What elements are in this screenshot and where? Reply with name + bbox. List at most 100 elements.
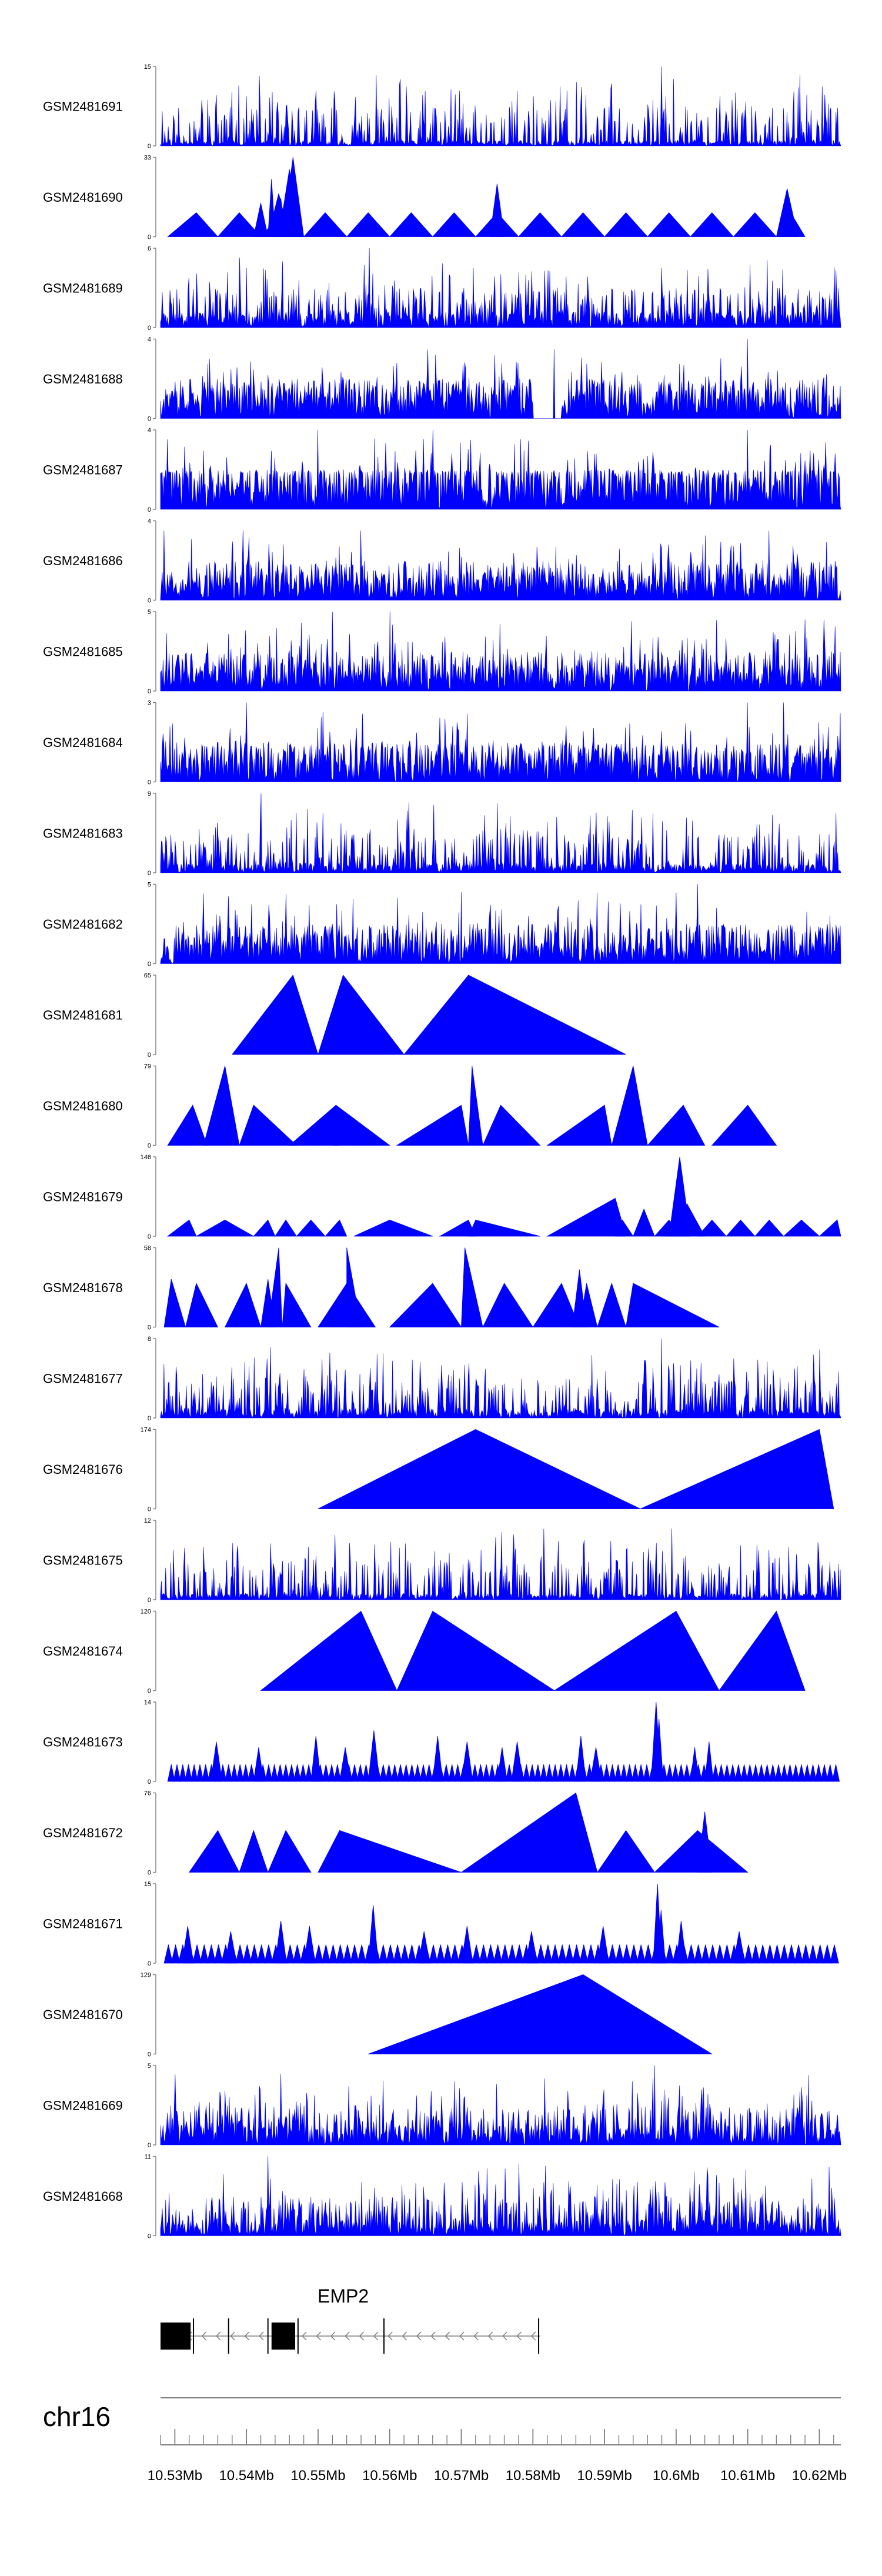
coverage-peak (195, 1219, 255, 1237)
coverage-peak (769, 1764, 777, 1782)
coverage-peak (597, 1926, 609, 1964)
y-tick-max: 79 (144, 1063, 151, 1070)
coverage-area (160, 66, 841, 147)
coverage-peak (163, 1279, 186, 1327)
coverage-peak (288, 1764, 296, 1782)
coverage-peak (697, 1811, 713, 1873)
coverage-peak (386, 1944, 395, 1964)
coverage-peak (332, 1105, 390, 1146)
coverage-peak (182, 1926, 194, 1964)
track-label: GSM2481677 (43, 1372, 123, 1386)
y-tick-max: 120 (141, 1609, 151, 1616)
coverage-peak (700, 1944, 710, 1964)
track-GSM2481672: GSM2481672 76 0 (43, 1790, 749, 1877)
coverage-peak (708, 1944, 717, 1964)
coverage-peak (436, 1944, 446, 1964)
y-tick-max: 11 (145, 2154, 151, 2161)
coverage-peak (797, 1764, 806, 1782)
coverage-peak (265, 1764, 273, 1782)
coverage-peak (751, 1764, 760, 1782)
coverage-peak (173, 1764, 181, 1782)
coverage-peak (622, 1944, 632, 1964)
coverage-area (160, 611, 841, 692)
y-tick-max: 65 (144, 972, 151, 979)
coverage-peak (321, 1944, 331, 1964)
strand-arrow (230, 2331, 235, 2341)
y-tick-min: 0 (148, 1052, 151, 1059)
coverage-peak (518, 212, 562, 237)
coverage-peak (575, 1736, 586, 1782)
track-label: GSM2481680 (43, 1099, 123, 1113)
coverage-peak (733, 212, 777, 237)
coverage-peak (305, 1764, 313, 1782)
track-GSM2481686: GSM2481686 4 0 (43, 518, 841, 605)
coverage-peak (213, 1944, 223, 1964)
coverage-peak (403, 975, 626, 1055)
strand-arrow (330, 2331, 336, 2341)
coverage-peak (654, 1719, 664, 1782)
coverage-peak (647, 1105, 706, 1146)
coverage-peak (407, 1764, 416, 1782)
coverage-peak (396, 1105, 469, 1146)
coverage-peak (299, 1764, 307, 1782)
coverage-peak (550, 1944, 560, 1964)
coverage-peak (389, 212, 433, 237)
coverage-area (160, 2156, 841, 2236)
strand-arrow (473, 2331, 479, 2341)
coverage-peak (314, 1944, 324, 1964)
coverage-peak (597, 1830, 656, 1873)
coverage-peak (830, 1944, 839, 1964)
coverage-peak (285, 1944, 295, 1964)
coverage-peak (167, 1105, 208, 1146)
coverage-peak (356, 1764, 365, 1782)
strand-arrow (387, 2331, 393, 2341)
x-tick-label: 10.62Mb (792, 2468, 847, 2484)
coverage-peak (236, 1764, 244, 1782)
coverage-peak (534, 1764, 542, 1782)
coverage-peak (471, 1764, 479, 1782)
coverage-area (160, 2065, 841, 2145)
coverage-peak (167, 1219, 197, 1237)
coverage-peak (328, 1944, 338, 1964)
track-GSM2481683: GSM2481683 9 0 (43, 790, 841, 877)
coverage-peak (604, 212, 649, 237)
track-GSM2481671: GSM2481671 15 0 (43, 1881, 839, 1967)
coverage-peak (248, 1764, 256, 1782)
coverage-peak (239, 1830, 269, 1873)
coverage-peak (744, 1944, 753, 1964)
coverage-peak (603, 1764, 611, 1782)
coverage-peak (303, 1926, 316, 1964)
coverage-peak (780, 1764, 789, 1782)
strand-arrow (402, 2331, 407, 2341)
coverage-peak (786, 1764, 794, 1782)
track-label: GSM2481684 (43, 735, 123, 750)
coverage-peak (704, 1741, 714, 1782)
x-tick-label: 10.53Mb (148, 2468, 202, 2484)
strand-arrow (215, 2331, 221, 2341)
coverage-peak (268, 1830, 312, 1873)
track-label: GSM2481676 (43, 1462, 123, 1477)
coverage-peak (190, 1764, 198, 1782)
y-tick-max: 15 (144, 1881, 151, 1888)
coverage-peak (820, 1764, 828, 1782)
strand-arrow (487, 2331, 493, 2341)
coverage-peak (282, 157, 305, 237)
coverage-peak (514, 1944, 524, 1964)
coverage-peak (171, 1944, 181, 1964)
coverage-peak (482, 1283, 534, 1327)
coverage-peak (442, 1764, 450, 1782)
track-label: GSM2481689 (43, 281, 123, 296)
coverage-peak (546, 1105, 612, 1146)
coverage-tracks: GSM2481691150GSM2481690330GSM248168960GS… (43, 64, 841, 2240)
y-tick-min: 0 (148, 2142, 151, 2149)
track-label: GSM2481683 (43, 826, 123, 841)
track-GSM2481674: GSM2481674 120 0 (43, 1609, 806, 1695)
coverage-peak (292, 1944, 302, 1964)
y-tick-min: 0 (148, 325, 151, 332)
coverage-peak (763, 1764, 771, 1782)
coverage-peak (783, 1219, 820, 1237)
track-GSM2481687: GSM2481687 4 0 (43, 427, 841, 513)
coverage-peak (614, 1944, 624, 1964)
coverage-peak (419, 1764, 427, 1782)
